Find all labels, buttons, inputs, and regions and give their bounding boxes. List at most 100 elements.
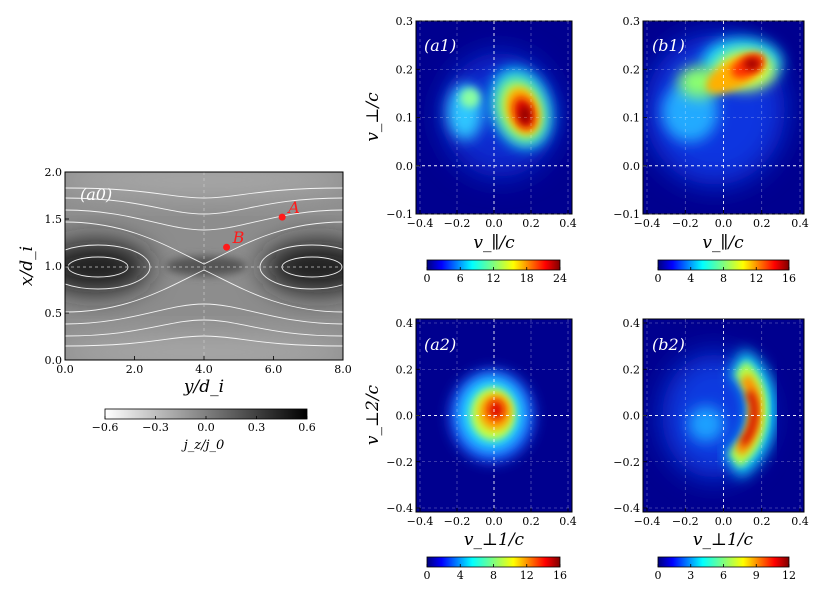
colorbar-tick-label: 0 [424, 569, 431, 582]
panel-a0: 0.0 2.0 4.0 6.0 8.00.00.51.01.52.0 A B (a0) … [17, 166, 352, 453]
a0-ylabel: x/d_i [17, 246, 37, 286]
colorbar-tick-label: 12 [782, 569, 796, 582]
panel_a1-xtick-label: −0.2 [444, 217, 471, 230]
panel_b2-ytick-label: −0.4 [613, 502, 640, 515]
panel_b2-xtick-label: 0.4 [791, 515, 809, 528]
colorbar-tick-label: 0 [424, 272, 431, 285]
point-a-label: A [286, 198, 300, 217]
b2-panel-label: (b2) [652, 335, 685, 354]
panel_a0-ytick-label: 2.0 [45, 166, 63, 179]
colorbar-tick-label: 8 [720, 272, 727, 285]
a0-colorbar-label: j_z/j_0 [181, 438, 225, 453]
panel-b1: −0.4 −0.2 0.0 0.2 0.4 −0.1 0.0 0.1 0.2 0.3 (b1) v… [613, 15, 808, 285]
b2-xlabel: v_⊥1/c [693, 530, 754, 550]
panel-a2: −0.4 −0.2 0.0 0.2 0.4−0.4−0.20.00.20.4 (a2) … [363, 317, 577, 582]
colorbar-tick-label: 6 [720, 569, 727, 582]
a0-panel-label: (a0) [80, 185, 112, 204]
panel_a0-xtick-label: 2.0 [126, 363, 144, 376]
a0-heatmap [65, 172, 343, 360]
colorbar-tick-label: 18 [520, 272, 534, 285]
panel_a0-xtick-label: 8.0 [334, 363, 352, 376]
panel_a2-xtick-label: −0.2 [444, 515, 471, 528]
panel_b1-xtick-label: 0.0 [715, 217, 733, 230]
colorbar-tick-label: 12 [520, 569, 534, 582]
panel_a0-xtick-label: 0.0 [56, 363, 74, 376]
colorbar-tick-label: 24 [553, 272, 567, 285]
panel_b2-ytick-label: −0.2 [613, 456, 640, 469]
colorbar-tick-label: 0 [655, 272, 662, 285]
point-b-marker: B [223, 228, 245, 251]
panel_b2-ytick-label: 0.4 [623, 317, 641, 330]
panel_a2-ytick-label: −0.4 [386, 502, 413, 515]
panel_b2-xtick-label: −0.2 [672, 515, 699, 528]
colorbar-tick-label: 3 [687, 569, 694, 582]
colorbar-tick-label: 0.3 [248, 421, 266, 434]
panel_b1-ytick-label: 0.0 [623, 160, 641, 173]
b1-colorbar-ticks: 0 4 8 12 16 [655, 267, 796, 285]
colorbar-tick-label: 12 [487, 272, 501, 285]
colorbar-tick-label: 0.6 [298, 421, 316, 434]
a2-xlabel: v_⊥1/c [464, 530, 525, 550]
a2-axis-ticks: −0.4 −0.2 0.0 0.2 0.4 −0.4 −0.2 0.0 0.2 0.4 [386, 317, 576, 528]
a0-axis-ticks: 0.0 2.0 4.0 6.0 8.0 0.0 0.5 1.0 1.5 2.0 [45, 166, 352, 376]
panel_a2-xtick-label: 0.4 [559, 515, 577, 528]
b1-heatmap [643, 21, 804, 214]
colorbar-tick-label: 16 [553, 569, 567, 582]
panel_a0-xtick-label: 6.0 [265, 363, 283, 376]
panel_a0-ytick-label: 0.5 [45, 307, 63, 320]
b1-axis-ticks: −0.4 −0.2 0.0 0.2 0.4 −0.1 0.0 0.1 0.2 0.3 [613, 15, 808, 230]
b2-colorbar-ticks: 0 3 6 9 12 [655, 564, 796, 582]
a1-heatmap [416, 21, 572, 214]
a2-colorbar-ticks: 0 4 8 12 16 [424, 564, 567, 582]
panel_a2-xtick-label: −0.4 [407, 515, 434, 528]
panel_a2-xtick-label: 0.0 [485, 515, 503, 528]
colorbar-tick-label: 6 [457, 272, 464, 285]
panel_b1-xtick-label: −0.4 [634, 217, 661, 230]
colorbar-tick-label: 0 [655, 569, 662, 582]
panel_b2-xtick-label: −0.4 [634, 515, 661, 528]
panel_a0-xtick-label: 4.0 [195, 363, 213, 376]
panel_a0-ytick-label: 0.0 [45, 354, 63, 367]
colorbar-tick-label: 9 [753, 569, 760, 582]
b1-xlabel: v_∥/c [702, 233, 744, 253]
panel_b1-xtick-label: 0.4 [791, 217, 809, 230]
panel_a2-ytick-label: 0.4 [396, 317, 414, 330]
a0-xlabel: y/d_i [183, 377, 224, 397]
panel_b2-xtick-label: 0.2 [753, 515, 771, 528]
panel_a1-ytick-label: 0.3 [396, 15, 414, 28]
panel_a1-ytick-label: 0.2 [396, 63, 414, 76]
colorbar-tick-label: 8 [490, 569, 497, 582]
a1-colorbar-ticks: 0 6 12 18 24 [424, 267, 567, 285]
a2-panel-label: (a2) [424, 335, 456, 354]
colorbar-tick-label: 16 [782, 272, 796, 285]
panel_a1-xtick-label: 0.2 [522, 217, 540, 230]
colorbar-tick-label: −0.3 [142, 421, 169, 434]
panel_a1-ytick-label: 0.1 [396, 112, 414, 125]
colorbar-tick-label: 12 [749, 272, 763, 285]
panel_a2-ytick-label: −0.2 [386, 456, 413, 469]
panel_a1-xtick-label: −0.4 [407, 217, 434, 230]
panel_b1-ytick-label: −0.1 [613, 208, 640, 221]
panel_b1-ytick-label: 0.2 [623, 63, 641, 76]
panel_a1-xtick-label: 0.4 [559, 217, 577, 230]
panel_b1-xtick-label: 0.2 [753, 217, 771, 230]
panel_a2-xtick-label: 0.2 [522, 515, 540, 528]
a1-ylabel: v_⊥/c [363, 92, 383, 142]
panel_b1-xtick-label: −0.2 [672, 217, 699, 230]
panel_a1-ytick-label: 0.0 [396, 160, 414, 173]
panel-a1: −0.4 −0.2 0.0 0.2 0.4 −0.1 0.0 0.1 0.2 0.3 (a1) v… [363, 15, 577, 285]
a1-axis-ticks: −0.4 −0.2 0.0 0.2 0.4 −0.1 0.0 0.1 0.2 0.3 [386, 15, 576, 230]
panel_a0-ytick-label: 1.5 [45, 213, 63, 226]
point-b-label: B [232, 228, 245, 247]
panel_b1-ytick-label: 0.3 [623, 15, 641, 28]
b1-panel-label: (b1) [652, 36, 685, 55]
panel_a1-xtick-label: 0.0 [485, 217, 503, 230]
colorbar-tick-label: 4 [687, 272, 694, 285]
b2-axis-ticks: −0.4 −0.2 0.0 0.2 0.4 −0.4 −0.2 0.0 0.2 0.4 [613, 317, 808, 528]
panel_a2-ytick-label: 0.2 [396, 363, 414, 376]
panel-b2: −0.4 −0.2 0.0 0.2 0.4−0.4−0.20.00.20.4 (b2) … [613, 317, 808, 582]
panel_a1-ytick-label: −0.1 [386, 208, 413, 221]
a0-colorbar-ticks: −0.6 −0.3 0.0 0.3 0.6 [92, 416, 316, 434]
panel_b1-ytick-label: 0.1 [623, 112, 641, 125]
